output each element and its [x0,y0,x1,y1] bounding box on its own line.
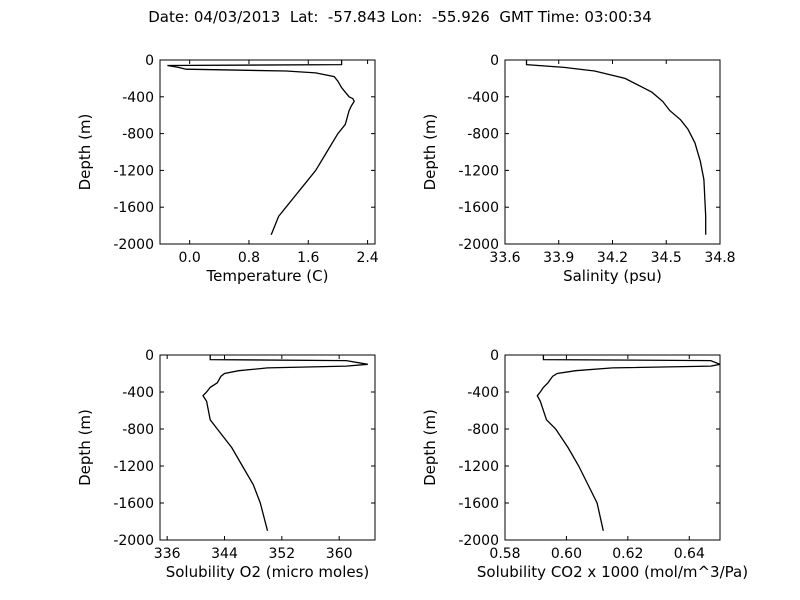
y-tick-label: -2000 [113,533,154,549]
x-tick-label: 336 [154,546,181,562]
y-tick-label: -400 [467,90,499,106]
x-tick-label: 0.60 [551,546,582,562]
y-tick-label: -800 [122,127,154,143]
y-tick-label: 0 [490,348,499,364]
y-axis-label: Depth (m) [421,114,439,191]
series-line-4-1 [536,355,720,531]
x-tick-label: 2.4 [356,250,378,266]
x-tick-label: 34.5 [651,250,682,266]
y-tick-label: -2000 [113,237,154,253]
y-tick-label: -800 [122,422,154,438]
y-axis-label: Depth (m) [76,114,94,191]
x-tick-label: 33.9 [543,250,574,266]
series-line-1-1 [167,60,355,236]
chart-panel-4: 0.58 0.60 0.62 0.64 0 -400 -800 -1200 -1600 -2000… [421,348,748,581]
x-axis-label: Salinity (psu) [563,267,662,285]
y-tick-label: -1600 [458,496,499,512]
y-tick-label: 0 [145,348,154,364]
x-tick-label: 0.58 [489,546,520,562]
y-axis-label: Depth (m) [421,409,439,486]
x-tick-label: 1.6 [297,250,319,266]
y-tick-label: -800 [467,422,499,438]
x-axis-label: Solubility O2 (micro moles) [166,563,370,581]
y-tick-label: -1200 [458,459,499,475]
y-tick-label: -2000 [458,237,499,253]
x-tick-label: 0.0 [179,250,201,266]
x-axis-label: Solubility CO2 x 1000 (mol/m^3/Pa) [477,563,748,581]
plot-frame [504,59,721,245]
x-tick-label: 0.62 [612,546,643,562]
y-tick-label: -1600 [458,200,499,216]
chart-panel-1: 0.0 0.8 1.6 2.4 0 -400 -800 -1200 -1600 -2000 Temp… [76,53,379,285]
x-tick-label: 0.8 [238,250,260,266]
x-tick-label: 34.8 [704,250,735,266]
x-tick-label: 34.2 [597,250,628,266]
y-tick-label: -1200 [113,459,154,475]
y-tick-label: 0 [490,53,499,69]
chart-panel-3: 336 344 352 360 0 -400 -800 -1200 -1600 -2000 Solu… [76,348,376,581]
y-tick-label: -800 [467,127,499,143]
figure-title: Date: 04/03/2013 Lat: -57.843 Lon: -55.9… [148,8,652,26]
plot-frame [159,59,376,245]
chart-panel-2: 33.6 33.9 34.2 34.5 34.8 0 -400 -800 -1200 -1600 -… [421,53,736,285]
y-tick-label: -1600 [113,200,154,216]
y-axis-label: Depth (m) [76,409,94,486]
series-line-2-1 [525,60,707,235]
plot-frame [159,354,376,541]
x-tick-label: 344 [211,546,238,562]
x-tick-label: 0.64 [674,546,705,562]
x-tick-label: 360 [326,546,353,562]
x-axis-label: Temperature (C) [206,267,329,285]
x-tick-label: 33.6 [489,250,520,266]
y-tick-label: -1200 [113,163,154,179]
y-tick-label: -1200 [458,163,499,179]
y-tick-label: -2000 [458,533,499,549]
plot-frame [504,354,721,541]
y-tick-label: -400 [467,385,499,401]
series-line-3-1 [202,355,368,531]
y-tick-label: -400 [122,385,154,401]
y-tick-label: 0 [145,53,154,69]
x-tick-label: 352 [268,546,295,562]
y-tick-label: -400 [122,90,154,106]
y-tick-label: -1600 [113,496,154,512]
